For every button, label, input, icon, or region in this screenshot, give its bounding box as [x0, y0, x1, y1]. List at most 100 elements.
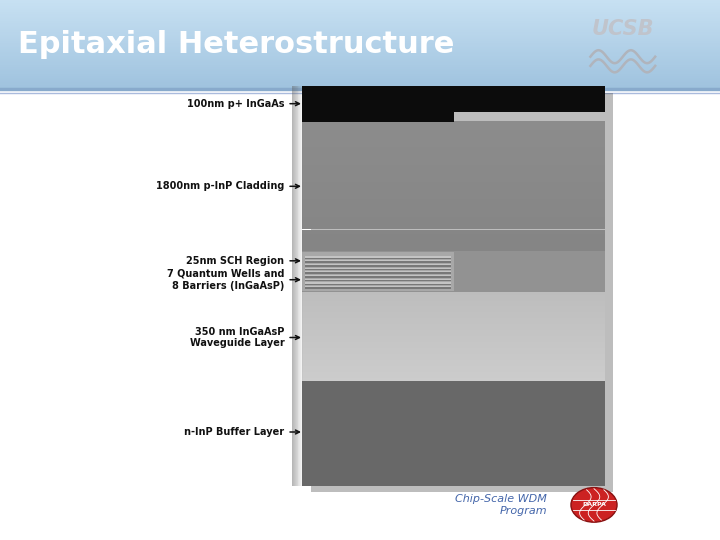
Bar	[0, 40, 720, 41]
Bar	[0, 10, 720, 11]
Bar	[0, 8, 720, 9]
Bar	[305, 279, 451, 280]
Bar	[305, 276, 451, 278]
Bar	[305, 264, 451, 265]
Bar	[0, 0, 720, 1]
Bar	[302, 312, 605, 315]
Bar	[0, 87, 720, 88]
Bar	[302, 208, 605, 212]
Bar	[302, 381, 605, 486]
Bar	[0, 17, 720, 18]
Bar	[302, 321, 605, 324]
Bar	[0, 78, 720, 79]
Bar	[0, 84, 720, 85]
Text: 7 Quantum Wells and
8 Barriers (InGaAsP): 7 Quantum Wells and 8 Barriers (InGaAsP)	[167, 269, 300, 291]
Bar	[302, 363, 605, 366]
Bar	[302, 336, 605, 339]
Bar	[302, 354, 605, 357]
Bar	[297, 86, 298, 486]
Text: UCSB: UCSB	[592, 19, 654, 39]
Bar	[302, 143, 605, 147]
Bar	[0, 5, 720, 6]
Bar	[0, 14, 720, 15]
Bar	[0, 15, 720, 16]
Bar	[305, 286, 451, 287]
Bar	[0, 23, 720, 24]
Bar	[311, 93, 613, 492]
Bar	[0, 36, 720, 37]
Bar	[0, 33, 720, 35]
Bar	[0, 72, 720, 73]
Bar	[305, 269, 451, 271]
Bar	[0, 51, 720, 52]
Bar	[302, 333, 605, 336]
Bar	[454, 86, 605, 112]
Bar	[302, 178, 605, 182]
Bar	[302, 252, 454, 291]
Bar	[0, 20, 720, 21]
Bar	[305, 284, 451, 285]
Bar	[302, 351, 605, 354]
Bar	[302, 238, 605, 242]
Bar	[0, 53, 720, 55]
Bar	[305, 282, 451, 284]
Bar	[302, 303, 605, 306]
Bar	[0, 67, 720, 68]
Bar	[305, 256, 451, 258]
Bar	[0, 57, 720, 58]
Bar	[0, 59, 720, 60]
Bar	[0, 70, 720, 71]
Bar	[305, 258, 451, 259]
Bar	[302, 360, 605, 363]
Bar	[305, 261, 451, 263]
Bar	[302, 369, 605, 372]
Bar	[0, 61, 720, 62]
Text: 25nm SCH Region: 25nm SCH Region	[186, 256, 300, 266]
Bar	[0, 32, 720, 33]
Bar	[0, 42, 720, 43]
Bar	[0, 45, 720, 46]
Bar	[0, 69, 720, 70]
Bar	[292, 86, 293, 486]
Bar	[305, 272, 451, 274]
Bar	[305, 280, 451, 281]
Bar	[0, 39, 720, 40]
Bar	[302, 230, 605, 234]
Bar	[0, 52, 720, 53]
Bar	[0, 46, 720, 47]
Bar	[302, 191, 605, 195]
Bar	[302, 234, 605, 238]
Bar	[293, 86, 294, 486]
Bar	[294, 86, 295, 486]
Bar	[0, 26, 720, 28]
Bar	[305, 260, 451, 261]
Bar	[0, 19, 720, 20]
Bar	[302, 221, 605, 225]
Bar	[302, 86, 454, 122]
Bar	[295, 86, 296, 486]
Bar	[0, 21, 720, 22]
Bar	[302, 375, 605, 378]
Bar	[0, 3, 720, 4]
Bar	[0, 50, 720, 51]
Bar	[302, 152, 605, 156]
Bar	[305, 268, 451, 269]
Bar	[0, 9, 720, 10]
Bar	[302, 169, 605, 173]
Bar	[0, 75, 720, 76]
Bar	[305, 271, 451, 272]
Bar	[305, 287, 451, 289]
Bar	[0, 29, 720, 30]
Bar	[0, 16, 720, 17]
Bar	[0, 83, 720, 84]
Bar	[302, 251, 605, 292]
Bar	[302, 342, 605, 345]
Bar	[0, 82, 720, 83]
Text: Epitaxial Heterostructure: Epitaxial Heterostructure	[18, 30, 454, 59]
Bar	[302, 345, 605, 348]
Bar	[0, 66, 720, 67]
Bar	[302, 134, 605, 139]
Bar	[302, 242, 605, 247]
Bar	[0, 35, 720, 36]
Bar	[302, 160, 605, 165]
